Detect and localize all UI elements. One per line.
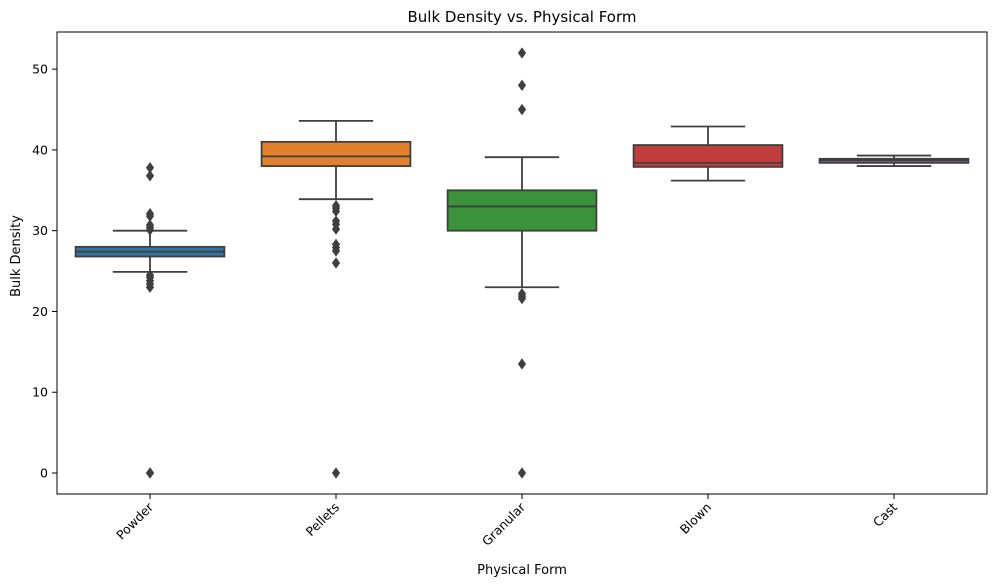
outlier-point — [145, 467, 155, 479]
outlier-point — [145, 170, 155, 182]
x-tick-label: Blown — [677, 500, 714, 537]
outlier-point — [145, 208, 155, 220]
plot-area: 0 10 20 30 40 50 Powder Pellets Granular Blown Cas… — [32, 31, 988, 549]
outlier-point — [517, 47, 527, 59]
outlier-point — [517, 467, 527, 479]
plot-frame — [56, 31, 988, 495]
outlier-point — [145, 162, 155, 174]
outlier-point — [331, 215, 341, 227]
outlier-point — [331, 199, 341, 212]
outlier-point — [331, 238, 341, 251]
y-tick-label: 40 — [32, 142, 48, 157]
x-tick-label: Granular — [479, 499, 529, 549]
x-tick-label: Powder — [113, 499, 157, 543]
y-tick-label: 10 — [32, 385, 48, 400]
box-blown — [632, 144, 784, 168]
outlier-point — [145, 269, 155, 281]
y-tick-label: 0 — [40, 466, 48, 481]
chart-title: Bulk Density vs. Physical Form — [407, 8, 636, 26]
outlier-point — [145, 219, 155, 231]
box-granular — [446, 189, 598, 232]
outlier-point — [517, 288, 527, 300]
x-tick-label: Pellets — [303, 500, 342, 539]
outlier-point — [517, 79, 527, 91]
y-tick-label: 30 — [32, 223, 48, 238]
y-tick-label: 20 — [32, 304, 48, 319]
x-axis-label: Physical Form — [477, 563, 567, 578]
box-pellets — [260, 140, 412, 167]
y-tick-label: 50 — [32, 62, 48, 77]
outlier-point — [331, 467, 341, 479]
outlier-point — [331, 257, 341, 269]
x-tick-label: Cast — [870, 499, 900, 529]
outlier-point — [517, 358, 527, 370]
y-axis-label: Bulk Density — [9, 215, 24, 297]
outlier-point — [517, 103, 527, 116]
